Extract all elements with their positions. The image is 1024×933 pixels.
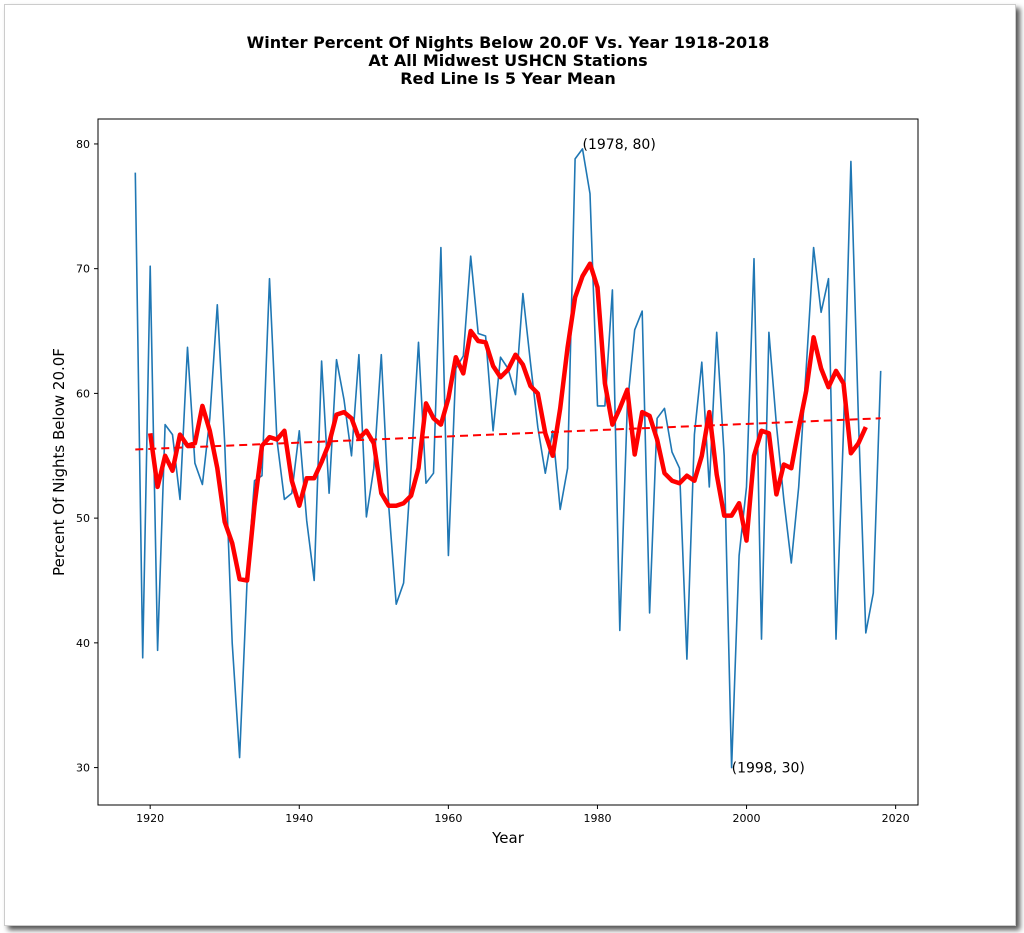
x-tick-label: 1920 <box>136 812 164 825</box>
annotations: (1978, 80) (1998, 30) <box>583 137 805 777</box>
annotation-label: (1998, 30) <box>732 761 805 777</box>
chart-title-line-2: At All Midwest USHCN Stations <box>368 51 647 70</box>
chart-title-line-1: Winter Percent Of Nights Below 20.0F Vs.… <box>247 33 770 52</box>
x-tick-label: 1940 <box>285 812 313 825</box>
x-axis-label: Year <box>491 829 525 847</box>
x-tick-label: 2020 <box>882 812 910 825</box>
y-axis-label: Percent Of Nights Below 20.0F <box>50 348 68 576</box>
annotation-label: (1978, 80) <box>583 137 656 153</box>
y-tick-label: 80 <box>76 138 90 151</box>
y-tick-label: 50 <box>76 512 90 525</box>
y-tick-label: 60 <box>76 387 90 400</box>
y-tick-label: 40 <box>76 637 90 650</box>
x-axis: 1920 1940 1960 1980 2000 2020 <box>136 805 910 825</box>
y-axis: 30 40 50 60 70 80 <box>76 138 98 775</box>
plot-area <box>97 118 919 806</box>
series-group <box>134 148 882 769</box>
chart-title-line-3: Red Line Is 5 Year Mean <box>400 69 616 88</box>
y-tick-label: 30 <box>76 762 90 775</box>
five-year-mean-line <box>147 261 868 583</box>
y-tick-label: 70 <box>76 263 90 276</box>
x-tick-label: 2000 <box>733 812 761 825</box>
yearly-series-line <box>134 148 882 769</box>
x-tick-label: 1980 <box>583 812 611 825</box>
trend-line <box>135 417 881 451</box>
x-tick-label: 1960 <box>434 812 462 825</box>
